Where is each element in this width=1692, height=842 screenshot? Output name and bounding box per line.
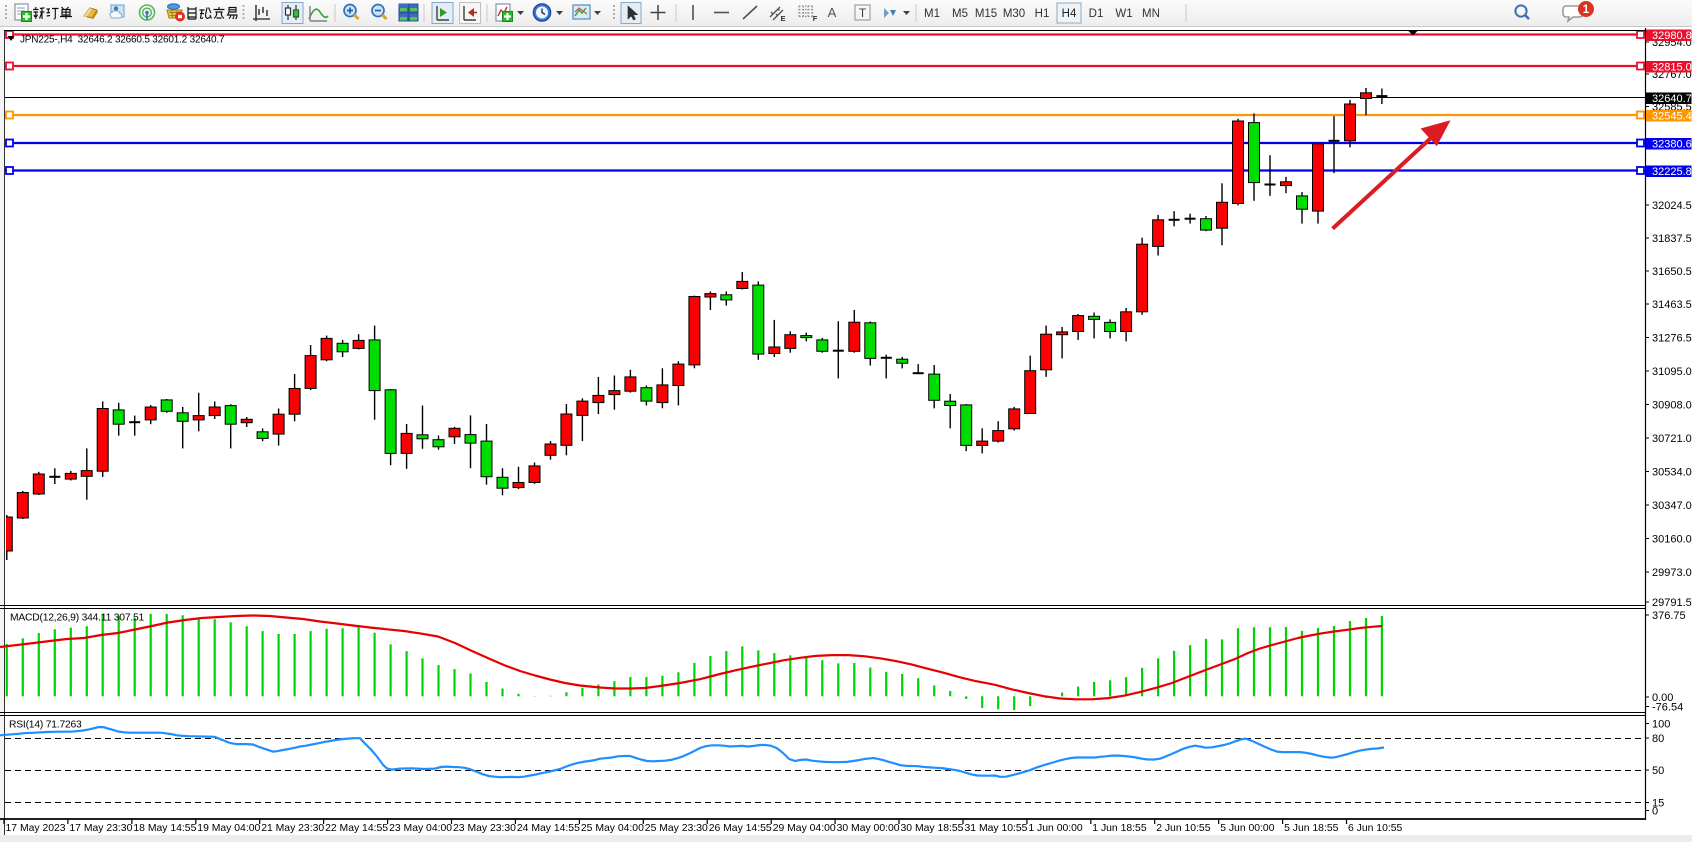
svg-text:29 May 04:00: 29 May 04:00 [773, 823, 836, 834]
svg-text:80: 80 [1652, 733, 1664, 745]
svg-text:30 May 18:55: 30 May 18:55 [901, 823, 964, 834]
svg-text:-76.54: -76.54 [1652, 702, 1683, 714]
svg-text:0.00: 0.00 [1652, 692, 1673, 704]
svg-text:30721.0: 30721.0 [1652, 433, 1692, 445]
svg-text:30534.0: 30534.0 [1652, 467, 1692, 479]
svg-text:26 May 14:55: 26 May 14:55 [709, 823, 772, 834]
svg-text:22 May 14:55: 22 May 14:55 [325, 823, 388, 834]
svg-text:30160.0: 30160.0 [1652, 534, 1692, 546]
svg-text:30 May 00:00: 30 May 00:00 [837, 823, 900, 834]
svg-text:MN: MN [1142, 8, 1160, 20]
svg-text:31463.5: 31463.5 [1652, 299, 1692, 311]
svg-text:1 Jun 18:55: 1 Jun 18:55 [1092, 823, 1147, 834]
svg-text:17 May 23:30: 17 May 23:30 [69, 823, 132, 834]
svg-text:T: T [859, 6, 867, 20]
svg-text:W1: W1 [1115, 8, 1132, 20]
svg-text:E: E [780, 14, 785, 23]
svg-text:1 Jun 00:00: 1 Jun 00:00 [1028, 823, 1083, 834]
svg-text:31837.5: 31837.5 [1652, 233, 1692, 245]
svg-text:M30: M30 [1003, 8, 1025, 20]
svg-text:JPN225-,H4 32646.2 32660.5 32: JPN225-,H4 32646.2 32660.5 32601.2 32640… [20, 35, 225, 46]
svg-text:18 May 14:55: 18 May 14:55 [133, 823, 196, 834]
svg-text:17 May 2023: 17 May 2023 [6, 823, 66, 834]
svg-text:25 May 23:30: 25 May 23:30 [645, 823, 708, 834]
svg-text:5 Jun 18:55: 5 Jun 18:55 [1284, 823, 1339, 834]
svg-text:32815.0: 32815.0 [1652, 62, 1692, 74]
svg-text:1: 1 [1583, 4, 1590, 16]
svg-text:31095.0: 31095.0 [1652, 366, 1692, 378]
svg-text:A: A [828, 5, 837, 20]
svg-text:MACD(12,26,9) 344.11 307.51: MACD(12,26,9) 344.11 307.51 [10, 613, 145, 624]
svg-text:31 May 10:55: 31 May 10:55 [965, 823, 1028, 834]
svg-text:6 Jun 10:55: 6 Jun 10:55 [1348, 823, 1403, 834]
svg-text:50: 50 [1652, 765, 1664, 777]
svg-text:M15: M15 [975, 8, 997, 20]
svg-text:H4: H4 [1062, 8, 1077, 20]
svg-text:32380.6: 32380.6 [1652, 139, 1692, 151]
svg-text:23 May 04:00: 23 May 04:00 [389, 823, 452, 834]
svg-text:RSI(14) 71.7263: RSI(14) 71.7263 [9, 720, 82, 731]
svg-text:19 May 04:00: 19 May 04:00 [197, 823, 260, 834]
svg-text:24 May 14:55: 24 May 14:55 [517, 823, 580, 834]
svg-text:21 May 23:30: 21 May 23:30 [261, 823, 324, 834]
svg-text:5 Jun 00:00: 5 Jun 00:00 [1220, 823, 1275, 834]
svg-text:0: 0 [1652, 806, 1658, 818]
svg-text:376.75: 376.75 [1652, 610, 1686, 622]
svg-text:29973.0: 29973.0 [1652, 567, 1692, 579]
svg-text:29791.5: 29791.5 [1652, 597, 1692, 609]
svg-text:25 May 04:00: 25 May 04:00 [581, 823, 644, 834]
svg-text:32980.8: 32980.8 [1652, 30, 1692, 42]
svg-text:30347.0: 30347.0 [1652, 500, 1692, 512]
svg-text:M1: M1 [924, 8, 940, 20]
svg-text:23 May 23:30: 23 May 23:30 [453, 823, 516, 834]
svg-text:32640.7: 32640.7 [1652, 93, 1692, 105]
svg-text:M5: M5 [952, 8, 968, 20]
svg-text:31650.5: 31650.5 [1652, 266, 1692, 278]
svg-text:32024.5: 32024.5 [1652, 200, 1692, 212]
svg-text:2 Jun 10:55: 2 Jun 10:55 [1156, 823, 1211, 834]
svg-text:100: 100 [1652, 719, 1670, 731]
svg-text:32545.4: 32545.4 [1652, 111, 1692, 123]
svg-text:15: 15 [1652, 798, 1664, 810]
svg-text:32225.8: 32225.8 [1652, 166, 1692, 178]
svg-text:D1: D1 [1089, 8, 1104, 20]
svg-text:31276.5: 31276.5 [1652, 333, 1692, 345]
svg-text:30908.0: 30908.0 [1652, 400, 1692, 412]
svg-text:F: F [813, 14, 818, 23]
svg-text:H1: H1 [1035, 8, 1050, 20]
